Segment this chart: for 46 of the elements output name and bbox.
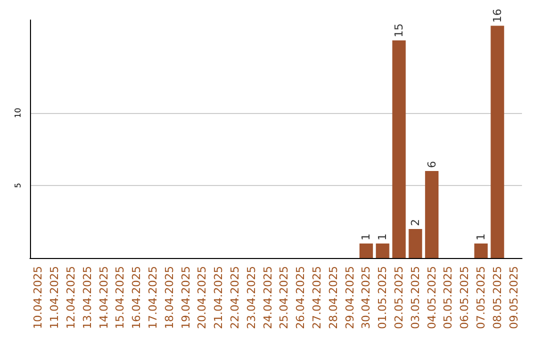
x-tick-label: 26.04.2025 [294, 266, 308, 330]
bar [474, 244, 488, 258]
x-tick-label: 19.04.2025 [179, 266, 192, 330]
data-label: 1 [376, 234, 390, 241]
x-tick-label: 27.04.2025 [310, 266, 324, 330]
x-tick-label: 24.04.2025 [261, 266, 274, 330]
bar [490, 26, 504, 258]
bar [359, 244, 373, 258]
y-tick-label: 10 [14, 108, 22, 118]
x-tick-label: 05.05.2025 [442, 266, 455, 330]
x-tick-label: 21.04.2025 [212, 266, 226, 330]
bar [392, 40, 406, 258]
x-tick-label: 10.04.2025 [32, 266, 45, 330]
x-tick-label: 29.04.2025 [343, 266, 356, 330]
x-tick-label: 12.04.2025 [64, 266, 78, 330]
data-label: 16 [490, 8, 504, 23]
x-tick-label: 08.05.2025 [490, 266, 504, 330]
data-label: 2 [408, 218, 422, 226]
x-tick-label: 13.04.2025 [80, 266, 94, 330]
data-label: 15 [392, 23, 406, 38]
x-tick-label: 04.05.2025 [425, 266, 438, 330]
x-tick-label: 20.04.2025 [196, 266, 209, 330]
x-tick-label: 16.04.2025 [130, 266, 144, 330]
bar [425, 170, 439, 258]
data-label: 6 [425, 160, 438, 168]
x-tick-label: 11.04.2025 [48, 266, 62, 330]
x-tick-label: 06.05.2025 [458, 266, 472, 330]
x-tick-label: 25.04.2025 [278, 266, 291, 330]
x-tick-label: 15.04.2025 [114, 266, 127, 330]
x-tick-label: 02.05.2025 [392, 266, 406, 330]
data-label: 1 [360, 234, 373, 241]
x-tick-label: 28.04.2025 [326, 266, 340, 330]
x-tick-label: 22.04.2025 [228, 266, 242, 330]
bar [408, 228, 422, 258]
x-tick-label: 17.04.2025 [146, 266, 160, 330]
x-tick-label: 01.05.2025 [376, 266, 390, 330]
x-tick-label: 23.04.2025 [244, 266, 258, 330]
x-tick-label: 18.04.2025 [162, 266, 176, 330]
x-tick-label: 09.05.2025 [507, 266, 520, 330]
x-tick-label: 07.05.2025 [474, 266, 488, 330]
x-tick-label: 14.04.2025 [97, 266, 110, 330]
data-label: 1 [474, 234, 488, 241]
bar [376, 244, 390, 258]
x-tick-label: 03.05.2025 [408, 266, 422, 330]
x-tick-label: 30.04.2025 [360, 266, 373, 330]
y-tick-label: 5 [14, 182, 22, 188]
